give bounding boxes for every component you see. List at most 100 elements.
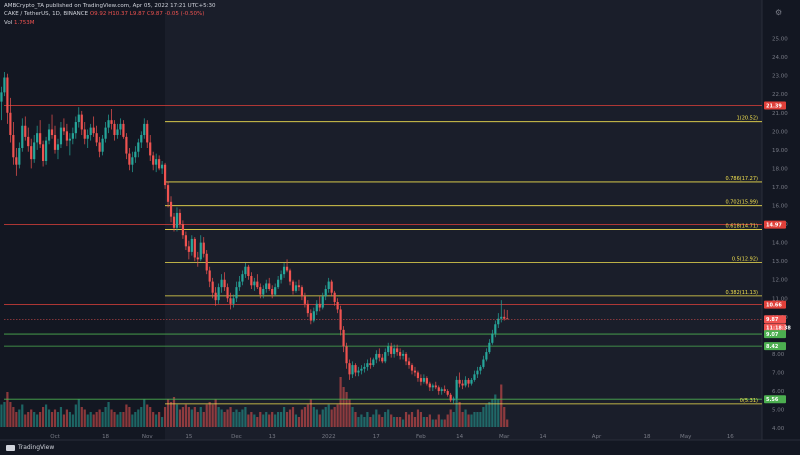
candle bbox=[407, 357, 411, 369]
candle-body bbox=[413, 370, 417, 373]
volume-legend[interactable]: Vol 1.753M bbox=[4, 20, 34, 26]
time-tick-label: 16 bbox=[727, 434, 734, 440]
symbol-legend[interactable]: CAKE / TetherUS, 1D, BINANCE O9.92 H10.3… bbox=[4, 11, 204, 17]
candle bbox=[107, 114, 110, 134]
volume-bar bbox=[89, 412, 92, 427]
price-change: -0.05 (-0.50%) bbox=[164, 11, 205, 17]
candle bbox=[506, 309, 509, 320]
gear-icon[interactable]: ⚙ bbox=[775, 8, 783, 17]
time-tick-label: 13 bbox=[269, 434, 276, 440]
price-tick-label: 21.00 bbox=[772, 111, 788, 117]
volume-bar bbox=[396, 417, 399, 427]
volume-bar bbox=[181, 407, 185, 427]
volume-bar bbox=[65, 409, 68, 427]
candle bbox=[131, 151, 134, 173]
volume-bar bbox=[74, 404, 77, 427]
candle-body bbox=[500, 316, 503, 319]
volume-bar bbox=[229, 407, 232, 427]
volume-bar bbox=[348, 399, 351, 427]
candle bbox=[163, 162, 167, 189]
price-tag-label: 9.87 bbox=[766, 317, 779, 323]
candle-body bbox=[271, 289, 274, 295]
candle bbox=[378, 348, 381, 362]
volume-bar bbox=[333, 407, 336, 427]
candle bbox=[271, 285, 274, 299]
price-tag-label: 14.97 bbox=[766, 223, 782, 229]
candle bbox=[434, 381, 437, 390]
volume-bar bbox=[50, 412, 54, 427]
volume-bar bbox=[161, 417, 164, 427]
price-tag-label: 5.56 bbox=[766, 397, 779, 403]
candle-body bbox=[390, 346, 393, 354]
candle bbox=[211, 277, 214, 299]
candle-body bbox=[113, 123, 116, 136]
volume-bar bbox=[47, 409, 51, 427]
volume-bar bbox=[470, 414, 473, 427]
candle-body bbox=[336, 301, 339, 310]
candle-body bbox=[24, 125, 27, 137]
candle-body bbox=[291, 281, 295, 291]
time-tick-label: 14 bbox=[539, 434, 546, 440]
candle bbox=[464, 376, 467, 388]
candle bbox=[399, 348, 402, 360]
candle bbox=[86, 129, 89, 149]
candle-body bbox=[220, 279, 223, 288]
candle-body bbox=[232, 298, 235, 304]
candle bbox=[161, 160, 164, 174]
candle bbox=[461, 379, 464, 390]
candle bbox=[18, 142, 21, 169]
candle bbox=[47, 123, 51, 145]
volume-bar bbox=[241, 409, 244, 427]
candle bbox=[146, 120, 149, 149]
volume-bar bbox=[6, 392, 9, 427]
candle-body bbox=[452, 398, 455, 401]
candle bbox=[470, 378, 473, 386]
price-tag-resistance: 10.66 bbox=[764, 300, 786, 309]
time-tick-label: 17 bbox=[373, 434, 380, 440]
candle bbox=[363, 363, 366, 373]
symbol-label[interactable]: CAKE / TetherUS, 1D, BINANCE bbox=[4, 11, 89, 17]
candle bbox=[122, 120, 125, 139]
volume-bar bbox=[119, 412, 122, 427]
candle-body bbox=[134, 151, 137, 158]
candle bbox=[77, 107, 80, 128]
candle bbox=[152, 151, 155, 171]
volume-bar bbox=[110, 409, 113, 427]
candle-body bbox=[449, 394, 452, 401]
candle-body bbox=[119, 123, 122, 130]
candle bbox=[393, 344, 396, 358]
candle-body bbox=[36, 133, 39, 143]
candle bbox=[199, 235, 202, 262]
fib-label: 0.382(11.13) bbox=[725, 290, 758, 296]
candle-body bbox=[149, 142, 152, 156]
candle bbox=[443, 385, 446, 393]
candle bbox=[309, 309, 312, 325]
price-tag-label: 10.66 bbox=[766, 303, 782, 309]
candle-body bbox=[241, 274, 244, 282]
volume-bar bbox=[274, 414, 277, 427]
candle bbox=[184, 231, 187, 251]
candle-body bbox=[404, 353, 408, 362]
candle-body bbox=[172, 216, 176, 228]
candle bbox=[500, 300, 503, 323]
candle-body bbox=[140, 135, 143, 143]
volume-bar bbox=[482, 407, 485, 427]
candle-body bbox=[196, 257, 199, 260]
tradingview-brand[interactable]: TradingView bbox=[6, 444, 54, 451]
candle bbox=[291, 279, 295, 295]
candle-body bbox=[152, 155, 155, 165]
candle bbox=[143, 118, 146, 139]
candle-body bbox=[497, 318, 500, 325]
candle bbox=[491, 329, 494, 345]
candle-body bbox=[122, 123, 125, 137]
candle bbox=[336, 298, 339, 314]
volume-bar bbox=[59, 407, 63, 427]
candle bbox=[36, 125, 39, 150]
candle-body bbox=[50, 129, 54, 136]
candle bbox=[235, 281, 238, 302]
volume-bar bbox=[288, 409, 292, 427]
candle bbox=[479, 365, 482, 375]
price-tag-box bbox=[764, 220, 786, 229]
tradingview-logo-icon bbox=[6, 444, 15, 451]
